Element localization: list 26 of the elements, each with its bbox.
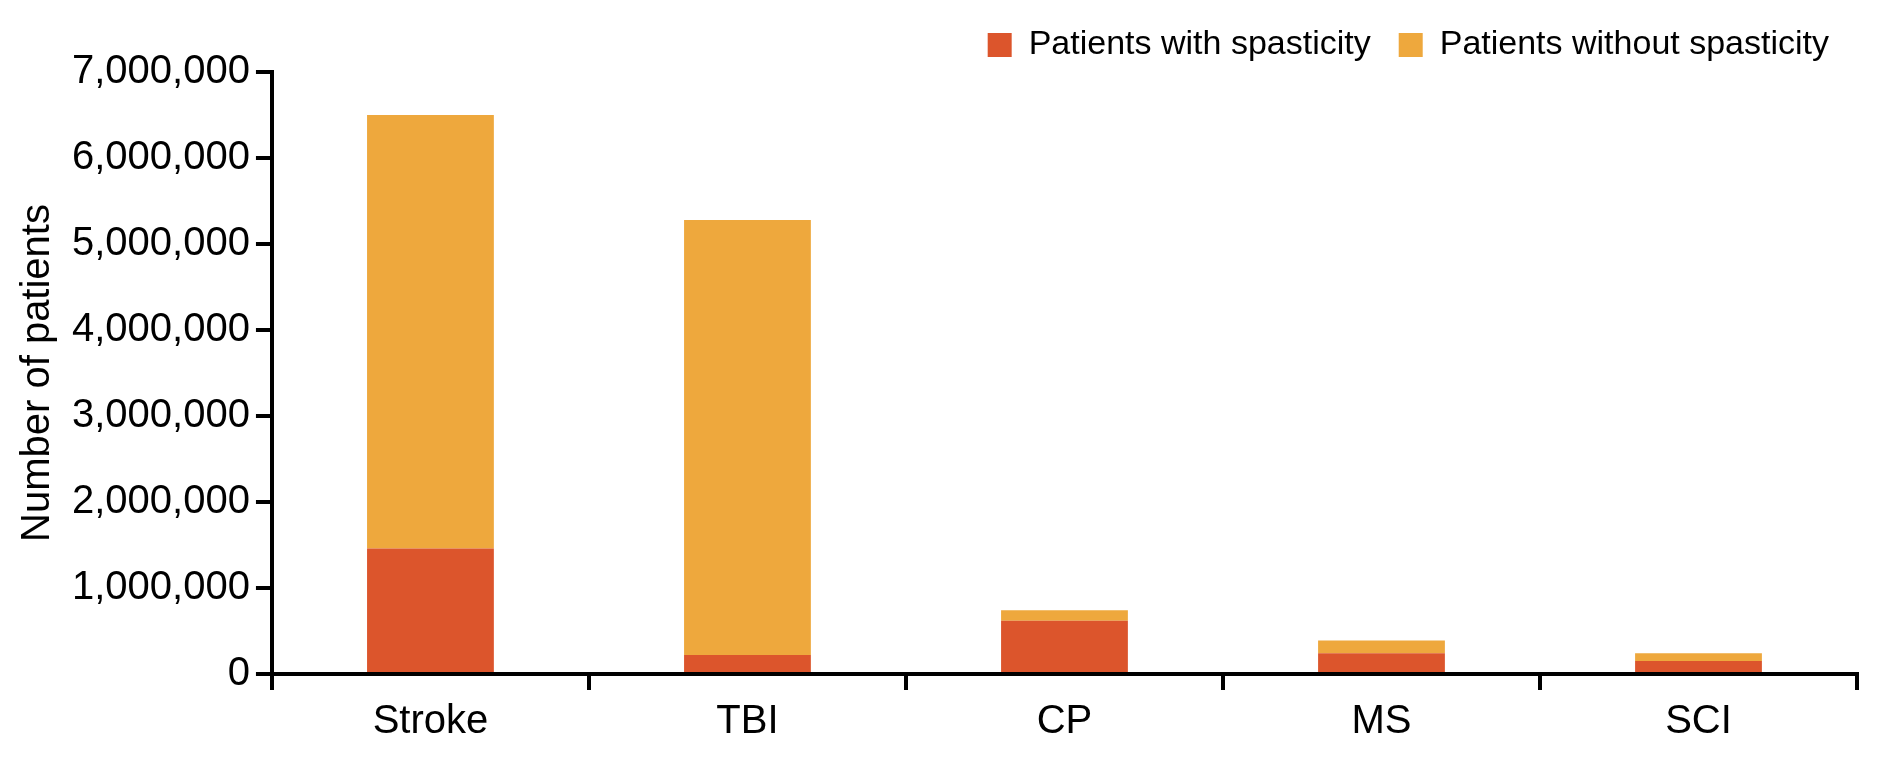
y-axis-title: Number of patients xyxy=(13,204,58,542)
y-tick-label: 6,000,000 xyxy=(72,133,250,178)
y-tick-label: 3,000,000 xyxy=(72,391,250,436)
legend-label: Patients without spasticity xyxy=(1439,23,1830,62)
bar xyxy=(1635,661,1762,672)
bar xyxy=(367,115,494,549)
bar xyxy=(1635,653,1762,662)
x-tick-label: CP xyxy=(1036,697,1093,742)
y-tick-label: 4,000,000 xyxy=(72,305,250,350)
y-tick-label: 7,000,000 xyxy=(72,47,250,92)
bar xyxy=(1318,653,1445,672)
x-tick-label: TBI xyxy=(716,697,779,742)
legend-label: Patients with spasticity xyxy=(1028,23,1371,62)
y-tick-label: 5,000,000 xyxy=(72,219,250,264)
bar xyxy=(684,655,811,672)
x-tick-label: Stroke xyxy=(372,697,489,742)
x-tick-label: SCI xyxy=(1665,697,1732,742)
x-tick-label: MS xyxy=(1351,697,1412,742)
bar xyxy=(684,219,811,656)
bar xyxy=(367,548,494,672)
bar xyxy=(1318,640,1445,654)
bar xyxy=(1001,610,1128,621)
y-tick-label: 0 xyxy=(227,649,250,694)
bar xyxy=(1001,620,1128,672)
y-tick-label: 2,000,000 xyxy=(72,477,250,522)
y-tick-label: 1,000,000 xyxy=(72,563,250,608)
